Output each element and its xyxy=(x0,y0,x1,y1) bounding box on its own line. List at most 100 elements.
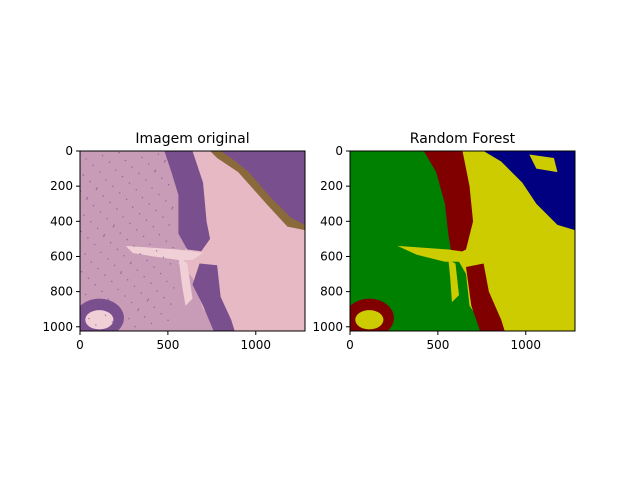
y-tick-label: 800 xyxy=(50,285,73,299)
nucleus-dot xyxy=(100,251,102,254)
nucleus-dot xyxy=(157,153,160,155)
nucleus-dot xyxy=(147,298,149,301)
x-tick-label: 500 xyxy=(426,338,449,352)
nucleus-dot xyxy=(160,313,162,315)
nucleus-dot xyxy=(136,269,139,271)
nucleus-dot xyxy=(119,192,121,194)
nucleus-dot xyxy=(149,243,151,246)
nucleus-dot xyxy=(145,219,148,221)
epithelium-lower xyxy=(192,263,235,331)
nucleus-dot xyxy=(104,274,106,276)
nucleus-dot xyxy=(97,308,100,310)
nucleus-dot xyxy=(103,235,105,237)
nucleus-dot xyxy=(114,304,116,307)
nucleus-dot xyxy=(146,259,148,262)
axes-frame xyxy=(349,150,576,332)
nucleus-dot xyxy=(109,242,112,244)
nucleus-dot xyxy=(111,280,113,283)
axes-frame xyxy=(79,150,306,332)
y-tick-label: 200 xyxy=(50,179,73,193)
nucleus-dot xyxy=(94,243,96,246)
nucleus-dot xyxy=(159,272,162,275)
nucleus-dot xyxy=(99,171,101,173)
nucleus-dot xyxy=(173,151,175,154)
nucleus-dot xyxy=(136,229,138,231)
nucleus-dot xyxy=(142,235,145,238)
nucleus-dot xyxy=(163,161,166,163)
nucleus-dot xyxy=(97,267,99,270)
class-region-red-lower xyxy=(466,263,505,331)
tissue-gap xyxy=(125,245,204,260)
nucleus-dot xyxy=(114,169,117,171)
nucleus-dot xyxy=(129,262,132,265)
nucleus-dot xyxy=(123,255,125,257)
nucleus-dot xyxy=(166,280,168,283)
nucleus-dot xyxy=(92,164,94,167)
nucleus-dot xyxy=(146,300,149,302)
nucleus-dot xyxy=(85,198,88,200)
nucleus-dot xyxy=(170,167,173,170)
nucleus-dot xyxy=(117,288,119,291)
x-tick-label: 1000 xyxy=(241,338,272,352)
y-tick-label: 0 xyxy=(65,144,73,158)
class-region-yellow-gap xyxy=(397,245,474,262)
nucleus-dot xyxy=(90,261,92,263)
nucleus-dot xyxy=(162,256,165,259)
y-tick-label: 400 xyxy=(50,214,73,228)
class-region-yellow-speck xyxy=(529,154,558,173)
nucleus-dot xyxy=(161,177,163,179)
nucleus-dot xyxy=(165,200,167,202)
nucleus-dot xyxy=(96,227,99,230)
nucleus-dot xyxy=(152,226,155,228)
nucleus-dot xyxy=(108,161,111,163)
nucleus-dot xyxy=(167,319,169,321)
nucleus-dot xyxy=(88,317,90,320)
nucleus-dot xyxy=(119,232,121,234)
y-tick-label: 800 xyxy=(320,285,343,299)
panel-title: Random Forest xyxy=(410,131,516,147)
nucleus-dot xyxy=(113,224,115,226)
nucleus-dot xyxy=(103,234,106,236)
y-tick-label: 400 xyxy=(320,214,343,228)
nucleus-dot xyxy=(172,287,175,289)
y-tick-label: 600 xyxy=(50,249,73,263)
nucleus-dot xyxy=(154,169,157,172)
nucleus-dot xyxy=(170,303,172,305)
nucleus-dot xyxy=(153,306,156,308)
nucleus-dot xyxy=(137,309,139,312)
nucleus-dot xyxy=(169,263,172,265)
y-tick-label: 1000 xyxy=(42,320,73,334)
nucleus-dot xyxy=(111,321,114,323)
nucleus-dot xyxy=(95,324,97,326)
nucleus-dot xyxy=(104,314,107,317)
x-tick-label: 0 xyxy=(346,338,354,352)
class-region-red-upper xyxy=(423,151,474,257)
panel-title: Imagem original xyxy=(135,131,249,147)
nucleus-dot xyxy=(133,285,136,288)
nucleus-dot xyxy=(126,238,128,241)
nucleus-dot xyxy=(130,261,132,263)
nucleus-dot xyxy=(130,301,133,304)
ring-inner xyxy=(85,310,114,330)
nucleus-dot xyxy=(128,317,130,320)
nucleus-dot xyxy=(133,245,135,247)
nucleus-dot xyxy=(143,316,146,318)
nucleus-dot xyxy=(132,206,134,208)
nucleus-dot xyxy=(86,197,89,199)
nucleus-dot xyxy=(84,253,86,255)
nucleus-dot xyxy=(155,250,158,252)
nucleus-dot xyxy=(138,172,140,175)
nucleus-dot xyxy=(153,266,155,268)
nucleus-dot xyxy=(80,230,82,233)
nucleus-dot xyxy=(141,156,143,159)
y-tick-label: 200 xyxy=(320,179,343,193)
nucleus-dot xyxy=(107,298,110,300)
nucleus-dot xyxy=(96,187,98,189)
nucleus-dot xyxy=(150,322,153,325)
nucleus-dot xyxy=(145,179,147,181)
nucleus-dot xyxy=(101,155,104,157)
nucleus-dot xyxy=(167,184,170,186)
nucleus-dot xyxy=(156,290,158,292)
